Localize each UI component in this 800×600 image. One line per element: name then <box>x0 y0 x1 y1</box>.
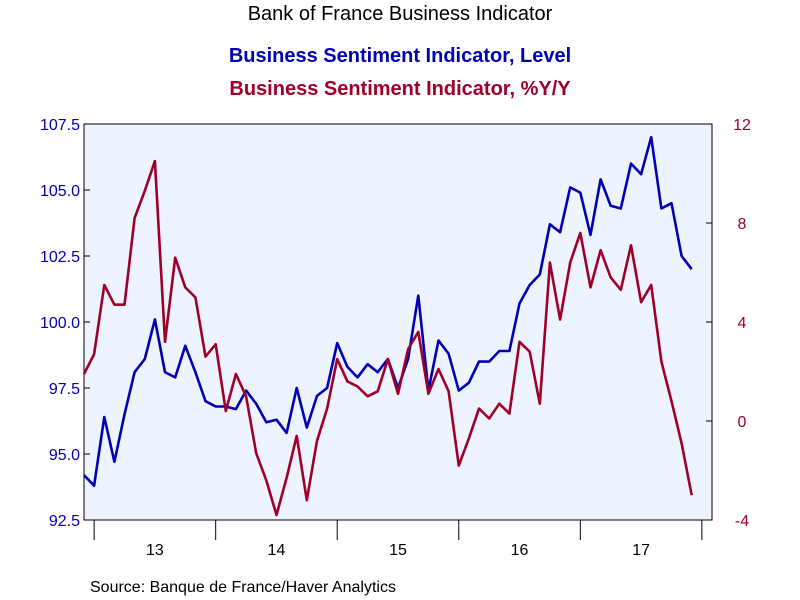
chart-title: Bank of France Business Indicator <box>248 3 553 25</box>
x-axis-tick-label: 14 <box>268 542 286 559</box>
left-axis-tick-label: 92.5 <box>49 513 80 530</box>
left-axis-tick-label: 97.5 <box>49 381 80 398</box>
chart-subtitle-yoy: Business Sentiment Indicator, %Y/Y <box>229 78 571 100</box>
right-axis-tick-label: 8 <box>738 216 747 233</box>
right-axis: -4 0 4 8 12 <box>706 117 751 530</box>
right-axis-tick-label: 4 <box>738 315 747 332</box>
left-axis-tick-label: 107.5 <box>40 117 80 134</box>
left-axis: 92.5 95.0 97.5 100.0 102.5 105.0 107.5 <box>40 117 90 530</box>
right-axis-tick-label: 12 <box>733 117 751 134</box>
x-axis: 13 14 15 16 17 <box>93 520 703 559</box>
x-axis-tick-label: 15 <box>389 542 407 559</box>
x-axis-tick-label: 13 <box>146 542 164 559</box>
series-line-yoy <box>82 159 693 517</box>
x-axis-tick-label: 16 <box>511 542 529 559</box>
left-axis-tick-label: 100.0 <box>40 315 80 332</box>
right-axis-tick-label: 0 <box>738 414 747 431</box>
series-layer <box>82 135 693 517</box>
left-axis-tick-label: 102.5 <box>40 249 80 266</box>
plot-area <box>83 123 713 521</box>
right-axis-tick-label: -4 <box>735 513 749 530</box>
chart-subtitle-level: Business Sentiment Indicator, Level <box>229 45 571 67</box>
left-axis-tick-label: 95.0 <box>49 447 80 464</box>
x-axis-tick-label: 17 <box>632 542 650 559</box>
left-axis-tick-label: 105.0 <box>40 183 80 200</box>
source-note: Source: Banque de France/Haver Analytics <box>90 579 396 596</box>
